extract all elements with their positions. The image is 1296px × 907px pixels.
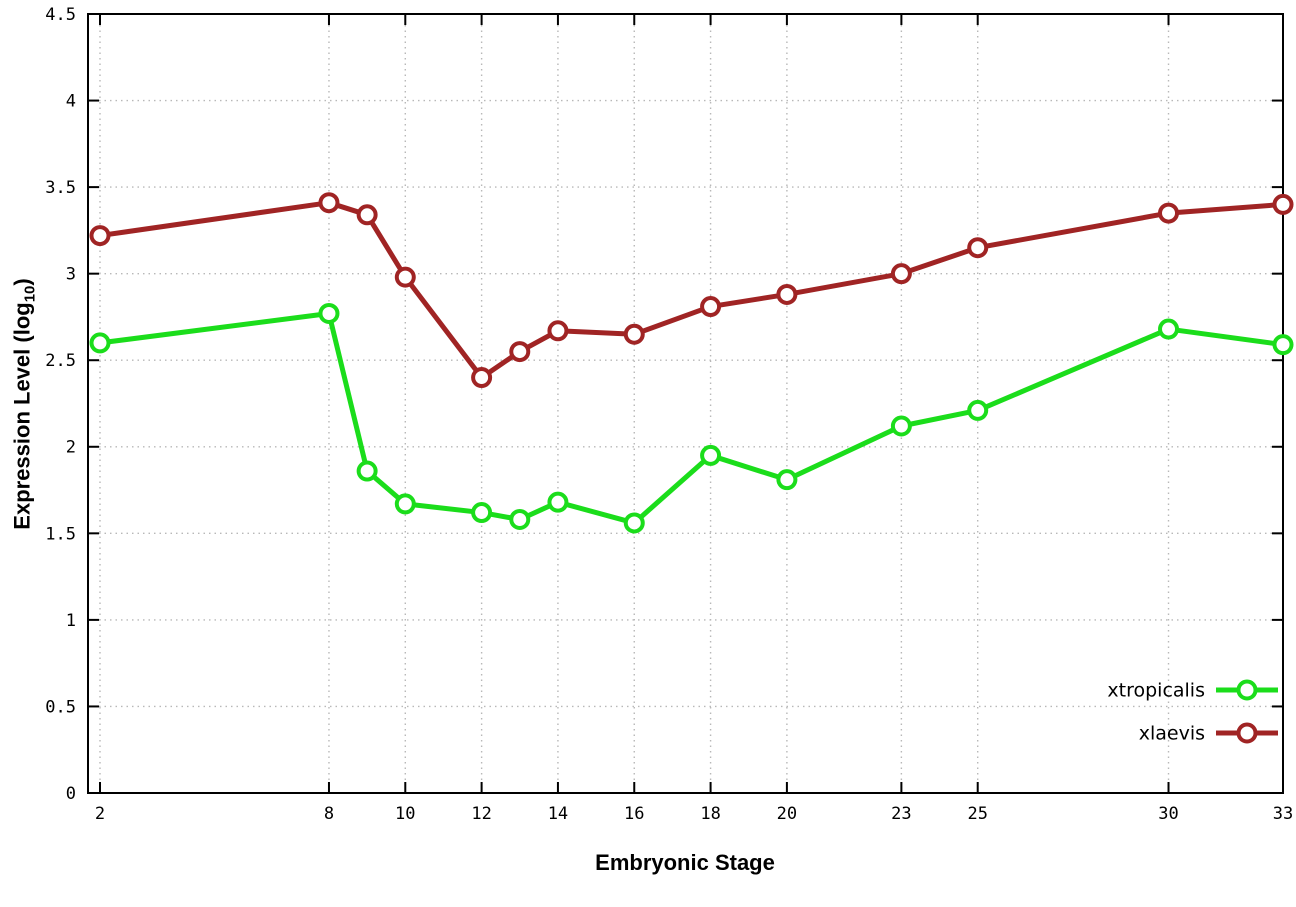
x-tick-label: 2: [95, 804, 105, 824]
series-line-xtropicalis: [97, 310, 1286, 526]
plot-border: [87, 13, 1284, 794]
series-marker-xlaevis: [318, 192, 340, 214]
series-marker-xlaevis: [356, 204, 378, 226]
y-axis-label-suffix: ): [9, 278, 35, 286]
series-marker-xtropicalis: [318, 302, 340, 324]
legend-marker-xtropicalis: [1236, 679, 1258, 701]
y-tick-label: 0: [66, 784, 76, 804]
series-marker-xtropicalis: [1272, 334, 1294, 356]
y-tick-label: 3.5: [45, 178, 76, 198]
series-marker-xtropicalis: [776, 469, 798, 491]
x-tick-label: 16: [624, 804, 644, 824]
series-marker-xlaevis: [89, 225, 111, 247]
x-tick-label: 25: [967, 804, 987, 824]
y-axis-label: Expression Level (log10): [9, 278, 38, 529]
x-tick-label: 30: [1158, 804, 1178, 824]
x-tick-label: 14: [548, 804, 568, 824]
series-marker-xlaevis: [700, 296, 722, 318]
y-tick-label: 4.5: [45, 5, 76, 25]
legend-label-xtropicalis: xtropicalis: [1107, 680, 1205, 702]
x-tick-label: 18: [700, 804, 720, 824]
x-tick-label: 12: [471, 804, 491, 824]
series-marker-xlaevis: [394, 266, 416, 288]
series-marker-xlaevis: [623, 323, 645, 345]
series-marker-xtropicalis: [623, 512, 645, 534]
series-marker-xtropicalis: [1158, 318, 1180, 340]
y-tick-label: 2: [66, 438, 76, 458]
y-tick-label: 1.5: [45, 524, 76, 544]
series-line-xlaevis: [97, 200, 1286, 381]
series-marker-xtropicalis: [700, 444, 722, 466]
series-marker-xtropicalis: [967, 399, 989, 421]
y-tick-label: 2.5: [45, 351, 76, 371]
series-marker-xtropicalis: [471, 502, 493, 524]
y-tick-label: 1: [66, 611, 76, 631]
series-marker-xlaevis: [776, 283, 798, 305]
x-tick-label: 33: [1273, 804, 1293, 824]
series-marker-xlaevis: [1158, 202, 1180, 224]
x-axis-label-text: Embryonic Stage: [595, 850, 775, 875]
y-tick-label: 0.5: [45, 697, 76, 717]
series-marker-xtropicalis: [394, 493, 416, 515]
x-tick-label: 10: [395, 804, 415, 824]
x-tick-label: 8: [324, 804, 334, 824]
series-marker-xlaevis: [967, 237, 989, 259]
y-tick-label: 4: [66, 92, 76, 112]
y-axis-label-prefix: Expression Level (log: [9, 302, 35, 530]
y-tick-label: 3: [66, 265, 76, 285]
series-marker-xtropicalis: [509, 508, 531, 530]
y-axis-label-subscript: 10: [21, 285, 39, 303]
series-marker-xtropicalis: [547, 491, 569, 513]
series-marker-xtropicalis: [890, 415, 912, 437]
x-tick-label: 23: [891, 804, 911, 824]
series-marker-xlaevis: [471, 367, 493, 389]
x-tick-label: 20: [777, 804, 797, 824]
series-marker-xtropicalis: [89, 332, 111, 354]
series-marker-xlaevis: [509, 341, 531, 363]
legend-label-xlaevis: xlaevis: [1139, 723, 1205, 745]
series-marker-xlaevis: [890, 263, 912, 285]
series-marker-xlaevis: [547, 320, 569, 342]
legend-marker-xlaevis: [1236, 722, 1258, 744]
series-marker-xlaevis: [1272, 193, 1294, 215]
series-marker-xtropicalis: [356, 460, 378, 482]
x-axis-label: Embryonic Stage: [595, 850, 775, 876]
